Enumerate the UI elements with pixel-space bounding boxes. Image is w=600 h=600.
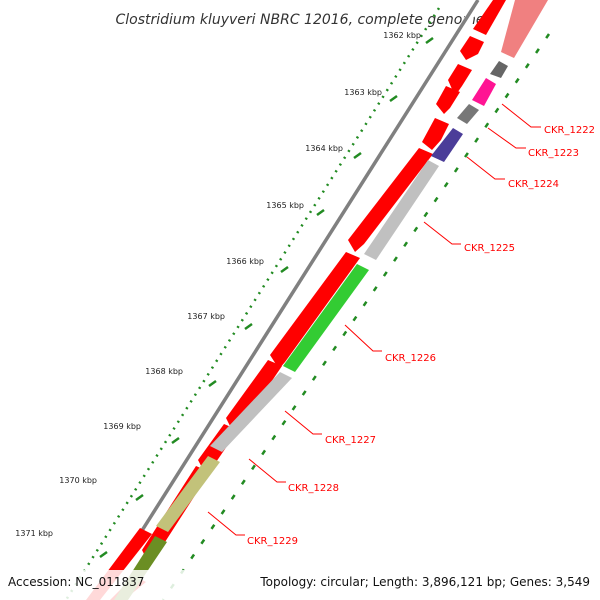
gene-feature-ckr-1222 — [472, 78, 496, 106]
gene-label-ckr-1226[interactable]: CKR_1226 — [344, 324, 436, 364]
tick-1369: 1369 kbp — [103, 422, 180, 445]
tick-1371: 1371 kbp — [15, 529, 108, 559]
gene-label-text: CKR_1225 — [464, 243, 515, 254]
tick-1367: 1367 kbp — [187, 312, 253, 331]
tick-mark — [135, 493, 144, 502]
tick-label: 1368 kbp — [145, 367, 183, 376]
gene-label-text: CKR_1224 — [508, 179, 559, 190]
cds-arrow — [422, 118, 449, 150]
gene-features — [114, 61, 508, 600]
gene-labels: CKR_1222 CKR_1223 CKR_1224 CKR_1225 CKR_… — [207, 103, 595, 547]
tick-1366: 1366 kbp — [226, 257, 289, 274]
leader-line — [284, 410, 322, 435]
tick-mark — [389, 94, 398, 103]
topology-text: Topology: circular; Length: 3,896,121 bp… — [259, 575, 590, 589]
leader-line — [423, 221, 461, 245]
tick-1370: 1370 kbp — [59, 476, 144, 502]
leader-line — [248, 458, 286, 483]
gene-label-ckr-1224[interactable]: CKR_1224 — [466, 156, 559, 190]
tick-label: 1370 kbp — [59, 476, 97, 485]
cds-arrow — [448, 64, 472, 96]
tick-label: 1367 kbp — [187, 312, 225, 321]
inner-ruler-dots — [161, 33, 551, 600]
tick-mark — [208, 379, 217, 388]
tick-mark — [353, 151, 362, 160]
footer-background — [0, 570, 600, 600]
map-title: Clostridium kluyveri NBRC 12016, complet… — [115, 12, 484, 28]
genome-backbone — [96, 0, 480, 600]
gene-label-ckr-1229[interactable]: CKR_1229 — [207, 511, 298, 547]
gene-feature-ckr-1226 — [283, 264, 369, 372]
gene-label-ckr-1228[interactable]: CKR_1228 — [248, 458, 339, 494]
cds-arrow — [270, 252, 360, 369]
tick-label: 1366 kbp — [226, 257, 264, 266]
tick-mark — [99, 550, 108, 559]
gene-label-text: CKR_1228 — [288, 483, 339, 494]
tick-mark — [425, 36, 434, 45]
tick-mark — [280, 265, 289, 274]
leader-line — [207, 511, 245, 536]
gene-feature-ckr-1225 — [364, 160, 439, 260]
tick-1363: 1363 kbp — [344, 88, 398, 103]
gene-feature-gray — [490, 61, 508, 78]
gene-label-ckr-1227[interactable]: CKR_1227 — [284, 410, 376, 446]
tick-label: 1363 kbp — [344, 88, 382, 97]
cds-arrow — [460, 36, 484, 60]
gene-label-text: CKR_1226 — [385, 353, 436, 364]
accession-text: Accession: NC_011837 — [8, 575, 144, 589]
gene-label-text: CKR_1229 — [247, 536, 298, 547]
tick-1362: 1362 kbp — [383, 31, 434, 45]
gene-feature-ckr-1228 — [156, 456, 220, 532]
tick-label: 1362 kbp — [383, 31, 421, 40]
gene-feature-ckr-1227 — [210, 372, 292, 452]
gene-label-ckr-1225[interactable]: CKR_1225 — [423, 221, 515, 254]
tick-mark — [171, 436, 180, 445]
cds-arrow — [436, 86, 460, 114]
tick-marks: 1362 kbp 1363 kbp 1364 kbp 1365 kbp 1366… — [15, 31, 434, 559]
tick-label: 1369 kbp — [103, 422, 141, 431]
gene-label-ckr-1222[interactable]: CKR_1222 — [501, 103, 595, 136]
tick-mark — [244, 322, 253, 331]
tick-label: 1371 kbp — [15, 529, 53, 538]
leader-line — [487, 127, 526, 149]
gene-label-text: CKR_1222 — [544, 125, 595, 136]
gene-label-ckr-1223[interactable]: CKR_1223 — [487, 127, 579, 159]
tick-1365: 1365 kbp — [266, 201, 325, 217]
tick-1368: 1368 kbp — [145, 367, 217, 388]
outer-ruler-dots — [64, 7, 441, 600]
tick-mark — [316, 208, 325, 217]
tick-1364: 1364 kbp — [305, 144, 362, 160]
tick-label: 1364 kbp — [305, 144, 343, 153]
leader-line — [466, 156, 505, 180]
cds-arrow — [473, 0, 506, 35]
gene-label-text: CKR_1227 — [325, 435, 376, 446]
leader-line — [344, 324, 382, 352]
cds-arrow — [348, 148, 433, 252]
cds-arrow-pale — [501, 0, 548, 58]
tick-label: 1365 kbp — [266, 201, 304, 210]
gene-label-text: CKR_1223 — [528, 148, 579, 159]
gene-feature-ckr-1224 — [431, 128, 463, 162]
gene-feature-ckr-1223 — [457, 104, 479, 124]
forward-strand-cds — [86, 0, 506, 600]
leader-line — [501, 103, 541, 128]
